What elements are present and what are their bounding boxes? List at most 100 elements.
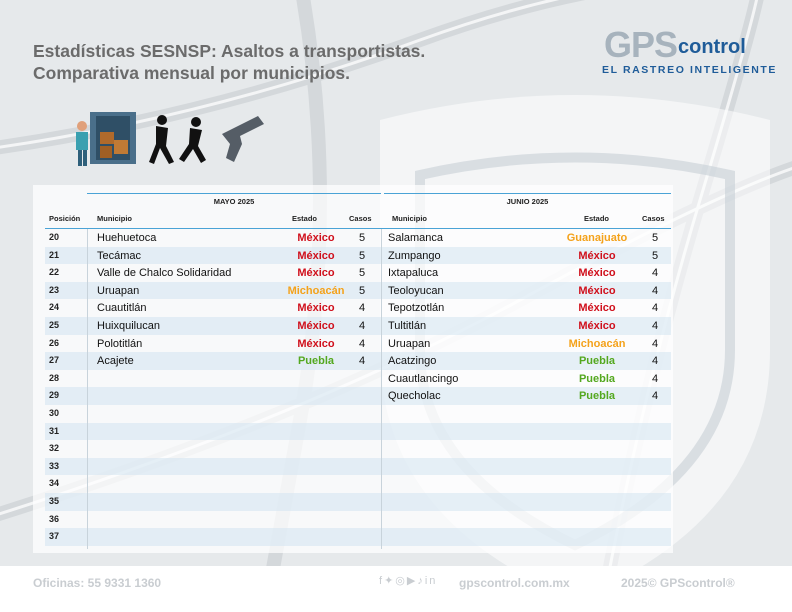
page-title: Estadísticas SESNSP: Asaltos a transport… (33, 40, 533, 84)
table-row: 28 Cuautlancingo Puebla 4 (45, 370, 671, 388)
june-casos: 4 (651, 302, 659, 315)
may-estado: México (297, 320, 335, 332)
linkedin-icon[interactable]: in (424, 575, 438, 587)
june-casos: 4 (651, 320, 659, 332)
may-municipio: Acajete (97, 355, 134, 368)
june-municipio: Quecholac (388, 390, 441, 403)
may-casos: 4 (358, 302, 366, 315)
facebook-icon[interactable]: f (379, 575, 385, 587)
table-column-headers: Posición Municipio Estado Casos Municipi… (45, 210, 671, 229)
footer: Oficinas: 55 9331 1360 gpscontrol.com.mx… (0, 566, 792, 612)
may-municipio: Valle de Chalco Solidaridad (97, 267, 232, 280)
may-casos: 4 (358, 320, 366, 332)
youtube-icon[interactable]: ▶ (406, 575, 418, 587)
june-casos: 4 (651, 390, 659, 403)
instagram-icon[interactable]: ◎ (395, 575, 407, 587)
table-row: 30 (45, 405, 671, 423)
row-position: 31 (49, 425, 60, 436)
row-position: 35 (49, 496, 60, 506)
row-position: 30 (49, 408, 60, 418)
may-estado: México (297, 302, 335, 315)
may-municipio: Uruapan (97, 284, 140, 297)
june-header: JUNIO 2025 (384, 193, 671, 210)
may-municipio: Huixquilucan (97, 320, 160, 332)
june-casos: 5 (651, 249, 659, 262)
june-estado: Puebla (578, 390, 616, 403)
june-estado: México (578, 284, 616, 297)
june-estado: México (578, 302, 616, 315)
june-estado: México (578, 320, 616, 332)
june-municipio: Uruapan (388, 337, 431, 350)
gpscontrol-logo: GPS control EL RASTREO INTELIGENTE (602, 24, 775, 94)
may-estado: México (297, 267, 335, 280)
gun-icon (222, 116, 264, 162)
june-casos: 5 (651, 232, 659, 244)
col-june-municipio: Municipio (392, 214, 427, 223)
may-casos: 5 (358, 267, 366, 280)
june-casos: 4 (651, 372, 659, 385)
table-row: 20 Huehuetoca México 5 Salamanca Guanajuato 5 (45, 229, 671, 247)
table-row: 31 (45, 422, 671, 441)
twitter-icon[interactable]: ✦ (384, 575, 396, 587)
may-casos: 5 (358, 249, 366, 262)
table-row: 21 Tecámac México 5 Zumpango México 5 (45, 246, 671, 265)
row-position: 25 (49, 320, 60, 330)
may-municipio: Huehuetoca (97, 232, 157, 244)
col-may-municipio: Municipio (97, 214, 132, 223)
table-row: 32 (45, 440, 671, 458)
june-estado: Puebla (578, 372, 616, 385)
table-row: 29 Quecholac Puebla 4 (45, 387, 671, 405)
june-estado: México (578, 249, 616, 262)
title-line-1: Estadísticas SESNSP: Asaltos a transport… (33, 41, 426, 61)
may-municipio: Tecámac (97, 249, 142, 262)
column-divider (381, 229, 382, 549)
row-position: 32 (49, 443, 60, 454)
may-estado: México (297, 232, 335, 244)
june-municipio: Zumpango (388, 249, 441, 262)
row-position: 26 (49, 337, 60, 348)
col-may-casos: Casos (349, 214, 372, 223)
table-row: 22 Valle de Chalco Solidaridad México 5 Ixta… (45, 264, 671, 282)
logo-control-text: control (678, 36, 746, 58)
june-casos: 4 (651, 284, 659, 297)
june-municipio: Ixtapaluca (388, 267, 439, 280)
col-position: Posición (49, 214, 81, 223)
row-position: 29 (49, 390, 60, 401)
col-june-casos: Casos (642, 214, 665, 223)
table-row: 23 Uruapan Michoacán 5 Teoloyucan México 4 (45, 281, 671, 300)
june-municipio: Tepotzotlán (388, 302, 445, 315)
may-estado: México (297, 249, 335, 262)
may-casos: 4 (358, 337, 366, 350)
june-casos: 4 (651, 267, 659, 280)
footer-copyright: 2025© GPScontrol® (621, 576, 735, 590)
table-row: 26 Polotitlán México 4 Uruapan Michoacán 4 (45, 335, 671, 353)
may-header: MAYO 2025 (87, 193, 381, 210)
row-position: 23 (49, 284, 60, 295)
row-position: 37 (49, 531, 60, 542)
row-position: 20 (49, 232, 60, 242)
col-may-estado: Estado (292, 214, 318, 223)
footer-website[interactable]: gpscontrol.com.mx (459, 576, 570, 590)
table-row: 35 (45, 493, 671, 511)
may-casos: 4 (358, 355, 366, 368)
table-row: 33 (45, 457, 671, 476)
june-municipio: Cuautlancingo (388, 372, 459, 385)
june-estado: Michoacán (568, 337, 626, 350)
logo-gps-text: GPS (604, 24, 678, 65)
row-position: 22 (49, 267, 60, 278)
row-position: 33 (49, 460, 60, 471)
may-municipio: Polotitlán (97, 337, 143, 350)
tiktok-icon[interactable]: ♪ (417, 575, 425, 587)
row-position: 34 (49, 478, 60, 489)
june-casos: 4 (651, 355, 659, 368)
june-municipio: Acatzingo (388, 355, 437, 368)
footer-offices: Oficinas: 55 9331 1360 (33, 576, 162, 590)
row-position: 24 (49, 302, 60, 313)
june-municipio: Salamanca (388, 232, 444, 244)
table-row: 34 (45, 475, 671, 493)
col-june-estado: Estado (584, 214, 610, 223)
row-position: 27 (49, 355, 60, 366)
row-position: 28 (49, 372, 60, 383)
june-casos: 4 (651, 337, 659, 350)
row-position: 36 (49, 513, 60, 524)
